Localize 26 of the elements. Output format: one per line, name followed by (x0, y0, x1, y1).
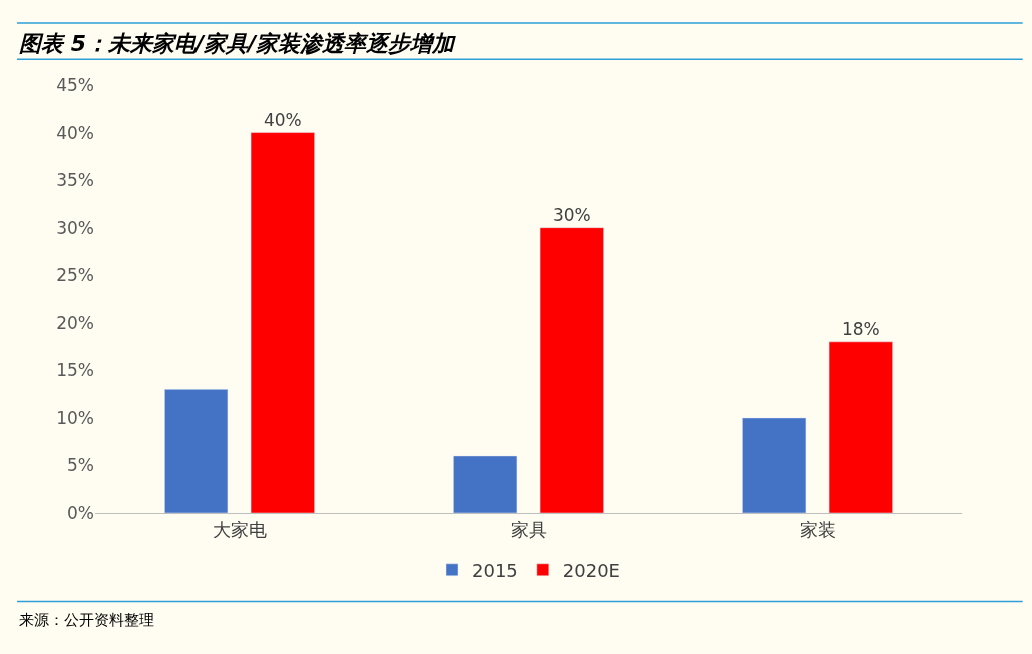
bar (828, 341, 893, 513)
data-label: 18% (841, 318, 880, 339)
y-tick-label: 20% (56, 312, 94, 333)
data-label: 40% (263, 109, 302, 130)
data-label: 30% (552, 204, 591, 225)
legend-label: 2020E (562, 559, 620, 581)
x-tick-label: 大家电 (212, 518, 267, 540)
y-tick-label: 10% (56, 407, 94, 428)
y-tick-label: 5% (67, 455, 94, 476)
chart-title: 图表 5：未来家电/家具/家装渗透率逐步增加 (19, 31, 457, 56)
y-tick-label: 15% (56, 360, 94, 381)
bar (539, 227, 604, 513)
y-tick-label: 0% (67, 502, 94, 523)
y-tick-label: 45% (56, 74, 94, 95)
y-tick-label: 25% (56, 265, 94, 286)
x-tick-label: 家具 (510, 518, 547, 540)
bar (453, 455, 518, 513)
x-tick-label: 家装 (799, 518, 836, 540)
bar (164, 389, 229, 513)
legend-label: 2015 (472, 559, 518, 581)
bar (742, 417, 807, 513)
y-tick-label: 30% (56, 217, 94, 238)
bar (250, 132, 315, 513)
y-tick-label: 40% (56, 122, 94, 143)
source-note: 来源：公开资料整理 (19, 611, 154, 629)
y-tick-label: 35% (56, 170, 94, 191)
